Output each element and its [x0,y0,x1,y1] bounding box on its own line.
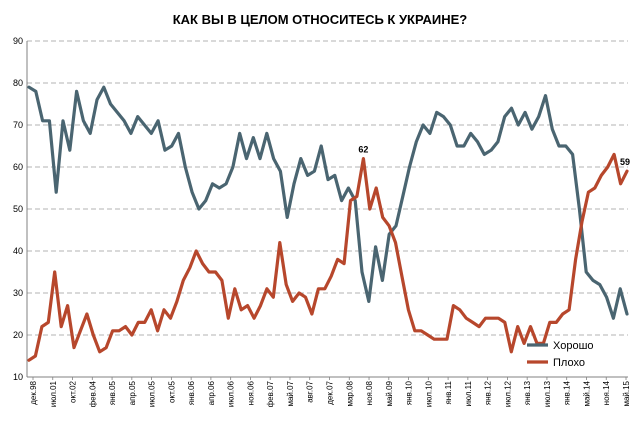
chart-title: КАК ВЫ В ЦЕЛОМ ОТНОСИТЕСЬ К УКРАИНЕ? [172,12,468,27]
x-tick-label: дек.98 [29,380,38,404]
x-tick-label: янв.10 [405,380,414,405]
legend-label-1: Плохо [553,357,585,369]
x-tick-label: май.15 [622,380,631,406]
y-tick-label-60: 60 [13,162,23,172]
legend: Хорошо Плохо [527,340,594,369]
x-tick-label: янв.12 [484,380,493,405]
x-tick-label: май.07 [286,380,295,406]
x-tick-label: окт.02 [69,380,78,402]
y-tick-label-40: 40 [13,246,23,256]
series-line-0 [27,85,629,320]
data-label-layer: 62 59 [358,145,630,168]
grid-layer [26,40,628,378]
series-layer [27,85,629,362]
x-tick-label: авг.07 [306,380,315,402]
x-tick-label: июл.01 [49,380,58,407]
series-line-1 [27,152,629,362]
y-axis-ticks: 10 20 30 40 50 60 70 80 90 [13,36,23,382]
x-tick-label: июл.06 [227,380,236,407]
x-tick-label: июл.12 [503,380,512,407]
x-tick-label: окт.05 [167,380,176,402]
y-tick-label-10: 10 [13,372,23,382]
x-tick-label: фев.04 [88,380,97,407]
x-tick-label: апр.06 [207,380,216,405]
x-tick-label: июл.10 [424,380,433,407]
x-axis-ticks: дек.98 июл.01 окт.02 фев.04 янв.05 апр.05 июл.… [29,377,631,407]
x-tick-label: ноя.06 [246,380,255,405]
x-tick-label: ноя.14 [602,380,611,405]
x-tick-label: мар.08 [345,380,354,406]
x-tick-label: июл.05 [148,380,157,407]
x-tick-label: янв.06 [187,380,196,405]
x-tick-label: июл.11 [464,380,473,406]
x-tick-label: дек.07 [326,380,335,404]
y-tick-label-80: 80 [13,78,23,88]
x-tick-label: янв.05 [108,380,117,405]
x-tick-label: май.14 [582,380,591,406]
x-tick-label: июл.13 [543,380,552,407]
y-tick-label-30: 30 [13,288,23,298]
x-tick-label: ноя.08 [365,380,374,405]
x-tick-label: янв.11 [444,380,453,404]
x-tick-label: май.09 [385,380,394,406]
y-tick-label-50: 50 [13,204,23,214]
x-tick-label: янв.14 [563,380,572,405]
y-tick-label-20: 20 [13,330,23,340]
y-tick-label-70: 70 [13,120,23,130]
x-tick-label: фев.07 [266,380,275,407]
x-tick-label: янв.13 [523,380,532,405]
data-label-1-1: 59 [620,157,630,167]
x-tick-label: апр.05 [128,380,137,405]
legend-label-0: Хорошо [553,340,594,352]
y-tick-label-90: 90 [13,36,23,46]
data-label-1-0: 62 [358,145,368,155]
